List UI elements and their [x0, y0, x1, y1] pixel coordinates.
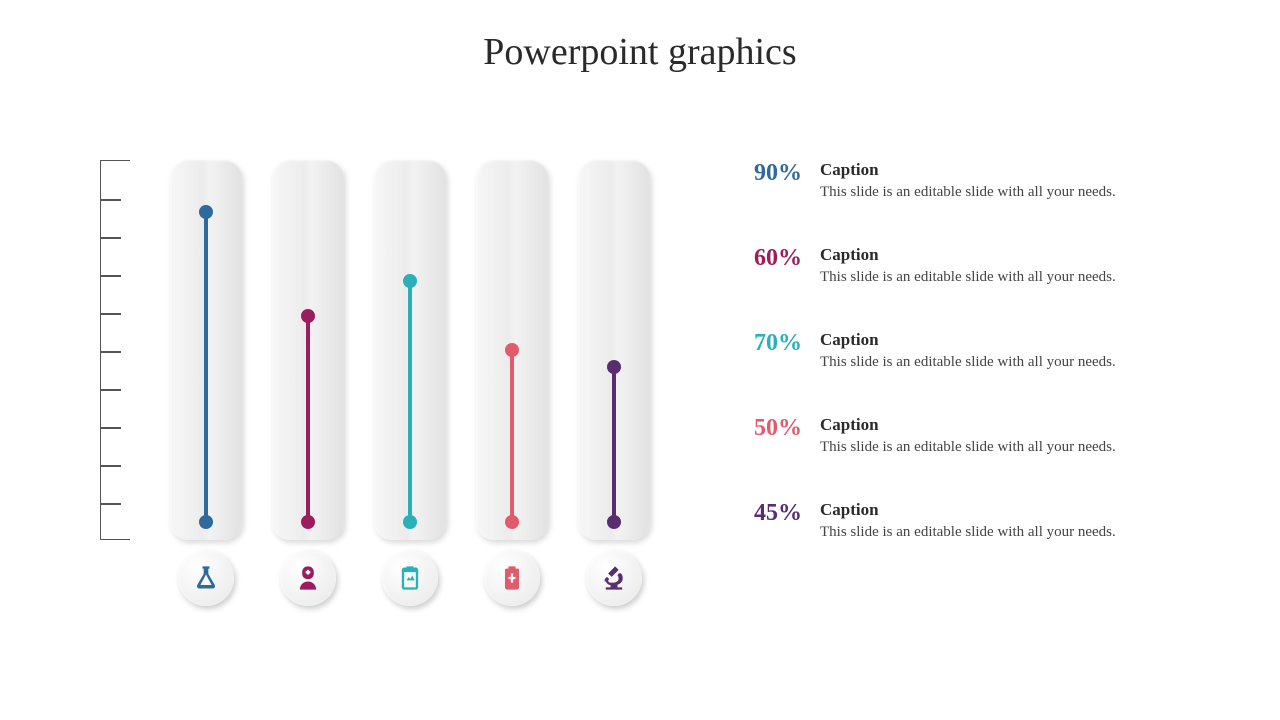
page-title: Powerpoint graphics — [0, 30, 1280, 74]
thermo-column — [170, 160, 242, 606]
battery-icon — [484, 550, 540, 606]
legend-row: 70%Caption This slide is an editable slid… — [740, 330, 1240, 371]
thermo-dot-top — [403, 274, 417, 288]
legend-percent: 50% — [740, 415, 820, 442]
ruler-tick — [101, 389, 121, 391]
legend-caption: Caption — [820, 500, 1240, 520]
legend-body: Caption This slide is an editable slide w… — [820, 500, 1240, 541]
nurse-icon — [280, 550, 336, 606]
thermo-dot-bottom — [505, 515, 519, 529]
ruler-tick — [101, 199, 121, 201]
ruler — [100, 160, 130, 540]
legend-desc: This slide is an editable slide with all… — [820, 439, 1240, 456]
thermo-column — [476, 160, 548, 606]
ruler-tick — [101, 465, 121, 467]
ruler-tick — [101, 275, 121, 277]
thermo-dot-bottom — [199, 515, 213, 529]
ruler-tick — [101, 237, 121, 239]
thermo-track — [272, 160, 344, 540]
legend-row: 60%Caption This slide is an editable slid… — [740, 245, 1240, 286]
legend-row: 90%Caption This slide is an editable slid… — [740, 160, 1240, 201]
thermo-dot-top — [607, 360, 621, 374]
thermo-dot-top — [199, 205, 213, 219]
thermo-column — [272, 160, 344, 606]
microscope-icon — [586, 550, 642, 606]
chart-area — [100, 160, 700, 580]
legend-desc: This slide is an editable slide with all… — [820, 269, 1240, 286]
legend-desc: This slide is an editable slide with all… — [820, 184, 1240, 201]
thermo-track — [476, 160, 548, 540]
legend-percent: 70% — [740, 330, 820, 357]
legend-percent: 60% — [740, 245, 820, 272]
legend-caption: Caption — [820, 415, 1240, 435]
thermo-dot-bottom — [301, 515, 315, 529]
legend-desc: This slide is an editable slide with all… — [820, 524, 1240, 541]
thermo-stem — [510, 350, 514, 522]
thermo-stem — [612, 367, 616, 522]
thermo-stem — [408, 281, 412, 522]
thermo-dot-top — [505, 343, 519, 357]
ruler-tick — [101, 313, 121, 315]
thermo-stem — [204, 212, 208, 522]
thermo-stem — [306, 316, 310, 522]
thermo-track — [170, 160, 242, 540]
legend-body: Caption This slide is an editable slide w… — [820, 160, 1240, 201]
thermo-column — [578, 160, 650, 606]
ruler-tick — [101, 503, 121, 505]
thermo-dot-bottom — [403, 515, 417, 529]
thermo-track — [578, 160, 650, 540]
legend-body: Caption This slide is an editable slide w… — [820, 330, 1240, 371]
thermo-dot-bottom — [607, 515, 621, 529]
thermo-dot-top — [301, 309, 315, 323]
thermo-track — [374, 160, 446, 540]
legend-caption: Caption — [820, 160, 1240, 180]
thermometers — [170, 160, 650, 606]
legend-desc: This slide is an editable slide with all… — [820, 354, 1240, 371]
legend-row: 50%Caption This slide is an editable slid… — [740, 415, 1240, 456]
legend-percent: 45% — [740, 500, 820, 527]
ruler-tick — [101, 351, 121, 353]
thermo-column — [374, 160, 446, 606]
clipboard-icon — [382, 550, 438, 606]
legend: 90%CaptionThis slide is an editable slid… — [740, 160, 1240, 585]
legend-caption: Caption — [820, 330, 1240, 350]
legend-percent: 90% — [740, 160, 820, 187]
flask-icon — [178, 550, 234, 606]
ruler-tick — [101, 427, 121, 429]
legend-row: 45%Caption This slide is an editable slid… — [740, 500, 1240, 541]
legend-caption: Caption — [820, 245, 1240, 265]
legend-body: Caption This slide is an editable slide w… — [820, 415, 1240, 456]
legend-body: Caption This slide is an editable slide w… — [820, 245, 1240, 286]
